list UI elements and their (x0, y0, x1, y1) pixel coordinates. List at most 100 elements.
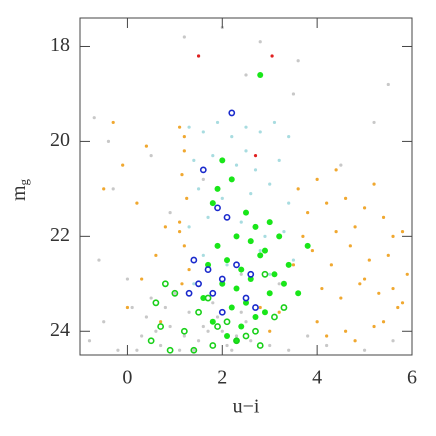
point (196, 187, 201, 191)
point (334, 168, 338, 172)
point (152, 299, 160, 307)
point (233, 285, 240, 292)
point (339, 296, 343, 300)
point (97, 258, 101, 262)
point (391, 234, 395, 238)
point (154, 253, 158, 257)
point (247, 270, 255, 278)
point (209, 289, 217, 297)
point (168, 211, 172, 215)
point (301, 234, 305, 238)
point (161, 280, 169, 288)
point (121, 163, 125, 167)
point (125, 305, 130, 310)
point (339, 163, 343, 167)
point (372, 120, 376, 125)
point (182, 35, 186, 39)
point (344, 329, 348, 333)
point (224, 257, 231, 264)
point (238, 323, 245, 330)
point (252, 304, 259, 311)
point (348, 244, 352, 248)
point (195, 280, 202, 288)
point (243, 209, 249, 216)
point (258, 305, 262, 310)
point (185, 289, 193, 297)
point (253, 168, 258, 172)
point (334, 229, 338, 234)
point (257, 71, 264, 78)
point (306, 334, 310, 338)
point (270, 54, 274, 58)
point (239, 272, 243, 276)
point (272, 120, 277, 125)
point (225, 343, 229, 348)
point (296, 187, 300, 191)
point (372, 182, 376, 186)
points (87, 25, 409, 354)
point (116, 348, 120, 352)
point (233, 261, 240, 269)
point (87, 339, 92, 343)
point (249, 339, 253, 343)
point (252, 327, 259, 335)
point (218, 308, 226, 316)
point (220, 196, 224, 200)
point (144, 144, 148, 148)
point (325, 201, 329, 205)
point (178, 125, 182, 129)
point (291, 258, 296, 262)
point (111, 187, 115, 191)
point (204, 266, 212, 273)
point (201, 177, 205, 181)
point (215, 120, 220, 125)
x-tick-label: 6 (407, 367, 417, 389)
point (249, 192, 253, 196)
point (291, 92, 296, 96)
point (285, 261, 292, 268)
x-axis-label: u−i (233, 396, 260, 418)
point (192, 348, 196, 352)
point (219, 280, 226, 287)
point (228, 176, 235, 183)
point (261, 247, 268, 254)
x-tick-label: 4 (312, 367, 322, 389)
point (92, 116, 96, 120)
point (315, 320, 319, 324)
point (163, 305, 167, 310)
point (130, 305, 134, 310)
point (201, 324, 205, 329)
point (102, 187, 106, 191)
point (230, 135, 234, 139)
point (214, 185, 221, 192)
point (171, 289, 179, 297)
point (223, 318, 231, 326)
point (224, 333, 231, 340)
point (291, 263, 296, 267)
point (381, 320, 386, 324)
point (166, 346, 174, 354)
point (358, 282, 362, 286)
point (381, 215, 386, 219)
point (111, 120, 115, 125)
y-axis-label-sub: g (16, 178, 31, 185)
point (271, 271, 278, 278)
point (144, 315, 148, 319)
point (214, 204, 221, 212)
point (218, 275, 226, 283)
point (149, 154, 153, 158)
point (223, 213, 231, 221)
point (344, 196, 348, 200)
point (228, 304, 235, 311)
point (329, 263, 333, 267)
point (187, 310, 191, 314)
point (225, 263, 229, 267)
point (239, 220, 243, 224)
point (154, 329, 158, 333)
point (149, 296, 153, 300)
point (180, 173, 184, 177)
point (196, 54, 201, 58)
point (219, 157, 226, 164)
